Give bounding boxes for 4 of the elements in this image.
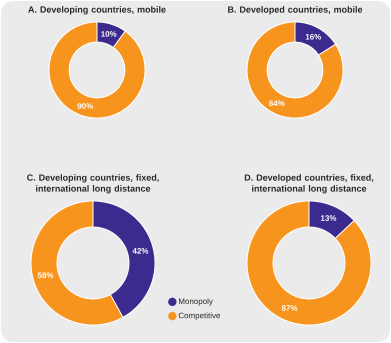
chart-title: B. Developed countries, mobile [228, 6, 362, 14]
chart-title: A. Developing countries, mobile [28, 6, 166, 15]
chart-title: C. Developing countries, fixed, international long distance [27, 174, 159, 194]
chart-title: D. Developed countries, fixed, international long distance [244, 174, 374, 194]
